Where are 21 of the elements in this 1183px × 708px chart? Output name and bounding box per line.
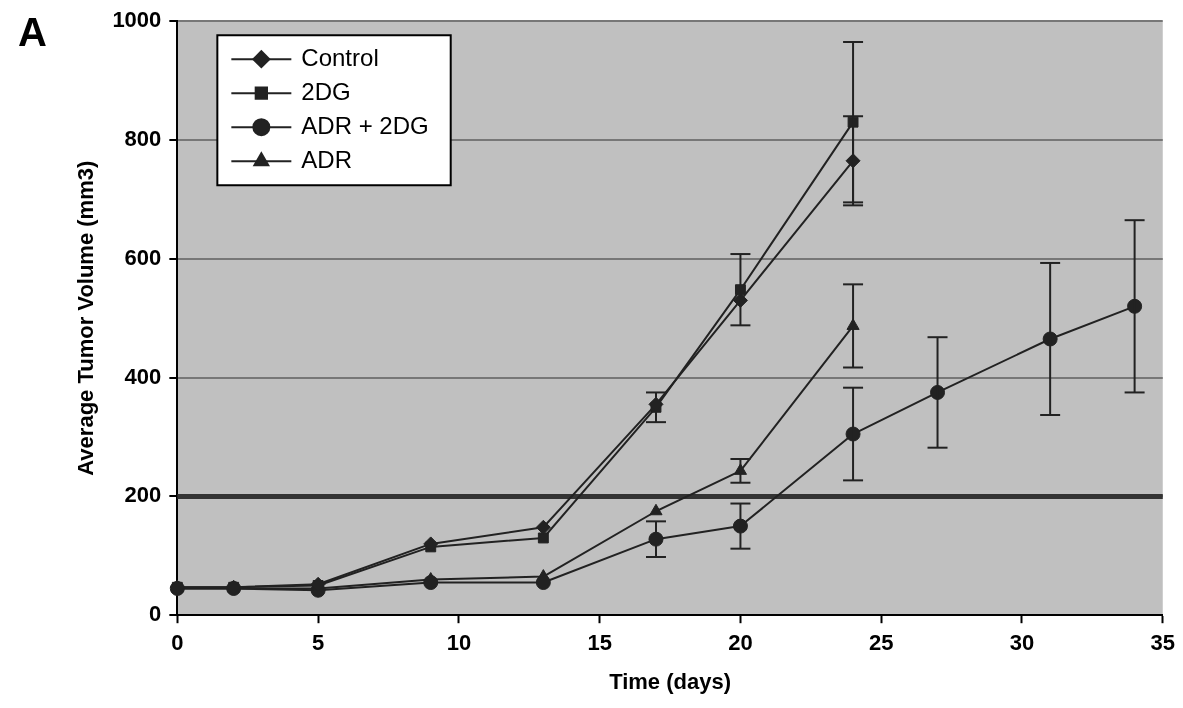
- y-tick-label: 0: [149, 601, 162, 627]
- y-axis-title: Average Tumor Volume (mm3): [73, 160, 99, 476]
- text: A: [18, 10, 47, 55]
- x-tick-label: 20: [728, 630, 753, 656]
- y-tick-label: 400: [124, 363, 162, 389]
- x-tick-label: 0: [171, 630, 184, 656]
- x-axis-title: Time (days): [609, 668, 731, 694]
- legend-label: Control: [301, 43, 379, 71]
- x-tick-label: 30: [1009, 630, 1035, 656]
- legend-label: ADR: [301, 145, 353, 173]
- y-tick-label: 800: [124, 126, 162, 152]
- y-tick-label: 600: [124, 244, 162, 270]
- x-tick-label: 25: [868, 630, 894, 656]
- x-tick-label: 35: [1150, 630, 1176, 656]
- legend-label: 2DG: [301, 77, 351, 105]
- legend-label: ADR + 2DG: [301, 111, 429, 139]
- x-tick-label: 15: [587, 630, 612, 656]
- y-tick-label: 200: [124, 482, 162, 508]
- y-tick-label: 1000: [112, 7, 162, 33]
- x-tick-label: 5: [311, 630, 325, 656]
- x-tick-label: 10: [446, 630, 472, 656]
